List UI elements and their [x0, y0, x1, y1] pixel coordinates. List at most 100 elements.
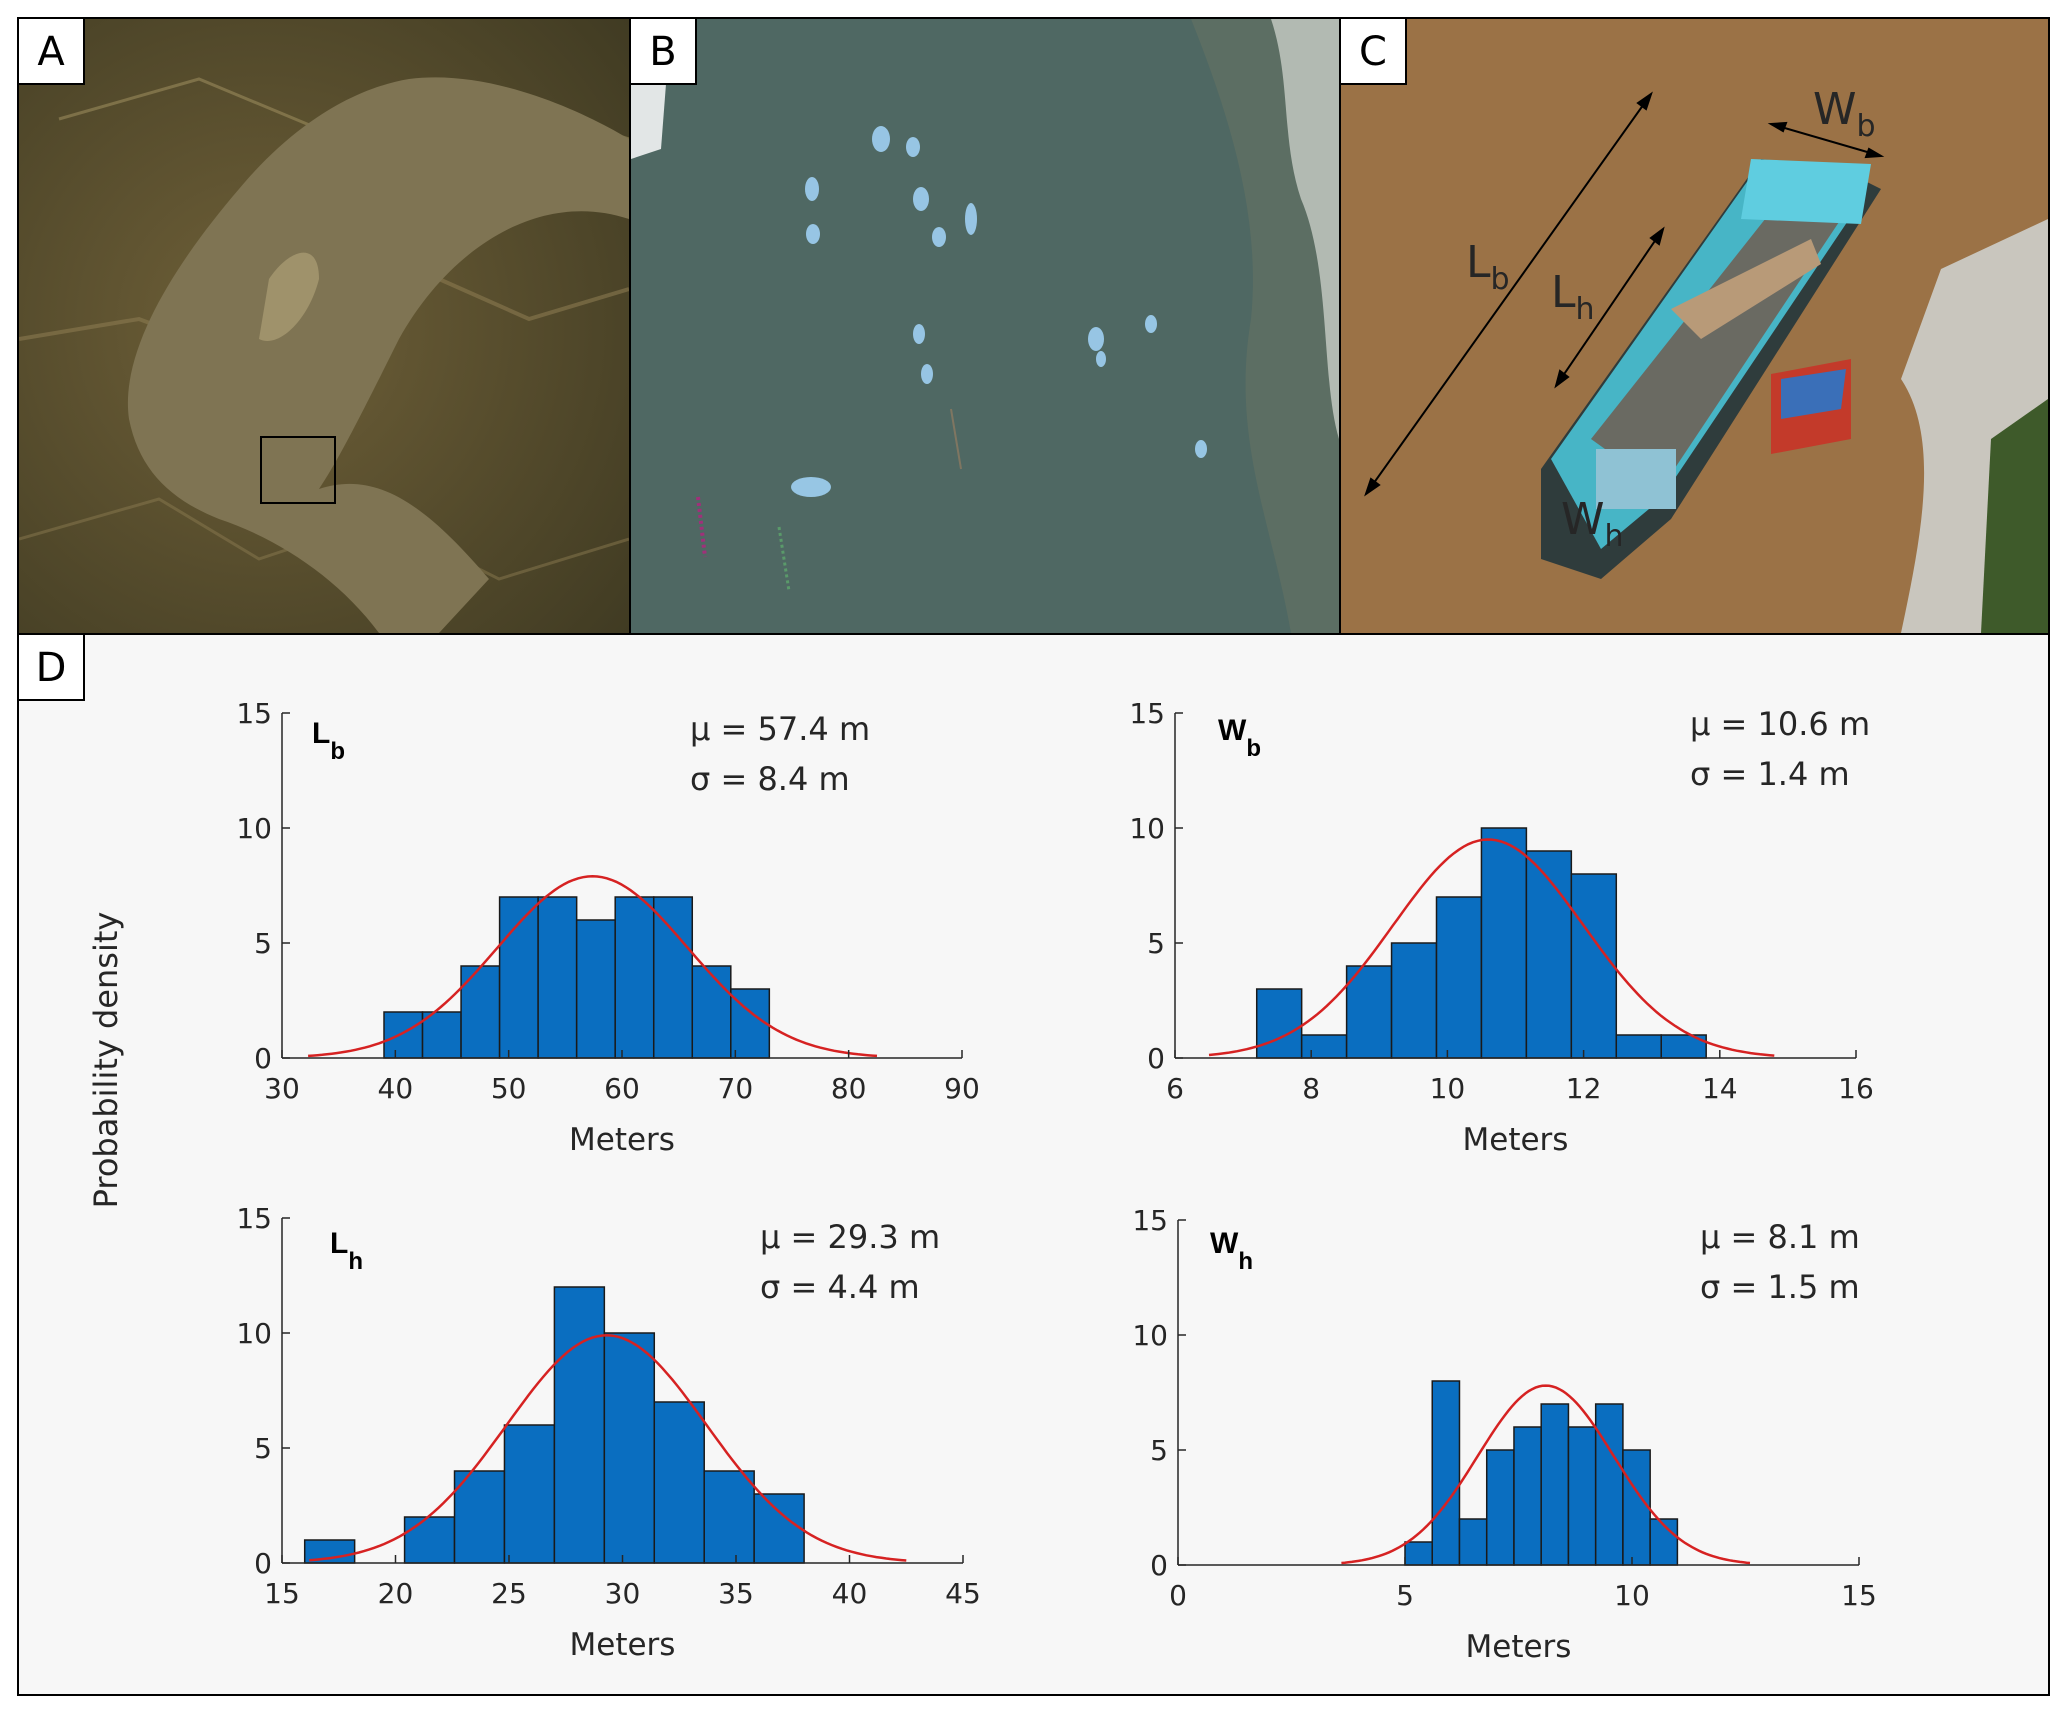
- y-tick-label-wb: 15: [1129, 697, 1165, 730]
- fit-curve-lh: [309, 1334, 907, 1562]
- fit-curve-wh: [1341, 1384, 1751, 1565]
- bar-wb-8: [1615, 1034, 1662, 1059]
- x-axis-label-wb: Meters: [1463, 1122, 1569, 1158]
- y-tick-label-wb: 10: [1129, 812, 1165, 845]
- bar-wb-3: [1390, 942, 1438, 1059]
- x-tick-label-wb: 14: [1702, 1072, 1738, 1105]
- stat-sigma-wh: σ = 1.5 m: [1700, 1268, 1860, 1306]
- bar-wh-0: [1404, 1541, 1433, 1566]
- y-tick-label-wh: 5: [1150, 1434, 1168, 1467]
- y-tick-label-wh: 10: [1132, 1319, 1168, 1352]
- bar-wh-1: [1431, 1380, 1461, 1566]
- x-tick-label-lh: 25: [491, 1577, 527, 1610]
- bar-lh-2: [403, 1516, 456, 1564]
- x-tick-label-wb: 6: [1166, 1072, 1184, 1105]
- annotation-wb: Wb: [1813, 84, 1876, 144]
- bar-lb-1: [421, 1011, 462, 1059]
- stat-sigma-lb: σ = 8.4 m: [690, 760, 850, 798]
- x-tick-label-lh: 15: [264, 1577, 300, 1610]
- panel-c-barge-photo: Lb Lh Wb Wh C: [1339, 17, 2050, 635]
- x-axis-label-wh: Meters: [1466, 1629, 1572, 1665]
- bar-wb-2: [1345, 965, 1393, 1059]
- y-tick-label-wh: 15: [1132, 1204, 1168, 1237]
- bar-wb-6: [1525, 850, 1573, 1059]
- bar-lh-6: [603, 1332, 656, 1564]
- x-tick-label-lb: 50: [491, 1072, 527, 1105]
- bar-wh-6: [1567, 1426, 1597, 1566]
- x-tick-label-wb: 8: [1302, 1072, 1320, 1105]
- bar-wb-0: [1255, 988, 1303, 1059]
- x-tick-label-wb: 16: [1838, 1072, 1874, 1105]
- barge-photo-image: Lb Lh Wb Wh: [1341, 19, 2048, 633]
- y-tick-label-lb: 10: [236, 812, 272, 845]
- stat-mean-lb: μ = 57.4 m: [690, 710, 870, 748]
- panel-a-label: A: [19, 19, 85, 85]
- bar-wb-7: [1570, 873, 1618, 1059]
- bar-lb-4: [537, 896, 578, 1059]
- histogram-lb: 30 40 50 60 70 80 90 0 5 10 15 Meters Lb μ = 57.4 m σ …: [236, 697, 979, 1158]
- bar-lb-6: [614, 896, 655, 1059]
- bar-wb-5: [1480, 827, 1528, 1059]
- bar-lb-5: [575, 919, 616, 1059]
- x-axis-label-lb: Meters: [569, 1122, 675, 1158]
- y-tick-label-wb: 5: [1147, 927, 1165, 960]
- bar-lh-5: [553, 1286, 606, 1564]
- y-tick-label-wh: 0: [1150, 1549, 1168, 1582]
- x-tick-label-lb: 70: [718, 1072, 754, 1105]
- x-tick-label-lh: 35: [718, 1577, 754, 1610]
- bar-wh-4: [1513, 1426, 1542, 1566]
- x-tick-label-lh: 30: [605, 1577, 641, 1610]
- series-label-wh: Wh: [1210, 1227, 1253, 1275]
- x-tick-label-wh: 15: [1841, 1579, 1877, 1612]
- histogram-wh: 0 5 10 15 0 5 10 15 Meters Wh μ = 8.1 m σ = 1.5 m: [1132, 1204, 1876, 1665]
- bar-lb-3: [498, 896, 539, 1059]
- bar-lb-7: [652, 896, 694, 1059]
- annotation-wh: Wh: [1561, 494, 1624, 554]
- bar-wh-3: [1485, 1449, 1515, 1566]
- panel-d-label: D: [19, 635, 85, 701]
- x-tick-label-lh: 20: [378, 1577, 414, 1610]
- histogram-lh: 15 20 25 30 35 40 45 0 5 10 15 Meters Lh μ = 29.3 m σ …: [236, 1202, 980, 1663]
- stat-sigma-lh: σ = 4.4 m: [760, 1268, 920, 1306]
- bar-lh-7: [653, 1401, 705, 1564]
- stat-mean-wb: μ = 10.6 m: [1690, 705, 1870, 743]
- series-label-lh: Lh: [330, 1227, 363, 1275]
- y-tick-label-wb: 0: [1147, 1042, 1165, 1075]
- x-tick-label-wh: 10: [1614, 1579, 1650, 1612]
- bar-wh-7: [1594, 1403, 1624, 1566]
- bar-lb-0: [383, 1011, 424, 1059]
- bar-wh-2: [1458, 1518, 1488, 1566]
- y-tick-label-lb: 5: [254, 927, 272, 960]
- stat-mean-lh: μ = 29.3 m: [760, 1218, 940, 1256]
- x-tick-label-lh: 40: [832, 1577, 868, 1610]
- x-axis-label-lh: Meters: [570, 1627, 676, 1663]
- panel-d-histograms: D: [17, 633, 2050, 1696]
- series-label-lb: Lb: [312, 717, 345, 765]
- fit-curve-lb: [308, 875, 878, 1058]
- satellite-overview-image: [19, 19, 629, 633]
- series-label-wb: Wb: [1218, 714, 1261, 762]
- bar-wh-5: [1540, 1403, 1570, 1566]
- x-tick-label-wb: 10: [1430, 1072, 1466, 1105]
- x-tick-label-lh: 45: [945, 1577, 981, 1610]
- x-tick-label-lb: 60: [604, 1072, 640, 1105]
- bar-lh-4: [503, 1424, 556, 1564]
- annotation-lh: Lh: [1551, 267, 1595, 327]
- stat-mean-wh: μ = 8.1 m: [1700, 1218, 1860, 1256]
- y-tick-label-lh: 0: [254, 1547, 272, 1580]
- y-tick-label-lh: 10: [236, 1317, 272, 1350]
- x-tick-label-lb: 40: [378, 1072, 414, 1105]
- x-tick-label-lb: 90: [944, 1072, 980, 1105]
- fit-curve-wb: [1208, 838, 1775, 1057]
- y-tick-label-lh: 15: [236, 1202, 272, 1235]
- y-tick-label-lb: 0: [254, 1042, 272, 1075]
- shared-ylabel: Probability density: [87, 912, 125, 1209]
- river-channel: [127, 77, 629, 633]
- annotation-lb: Lb: [1466, 237, 1510, 297]
- x-tick-label-wh: 5: [1396, 1579, 1414, 1612]
- inset-box: [260, 436, 336, 504]
- bar-lh-9: [753, 1493, 805, 1564]
- bar-wh-8: [1622, 1449, 1651, 1566]
- x-tick-label-lb: 80: [831, 1072, 867, 1105]
